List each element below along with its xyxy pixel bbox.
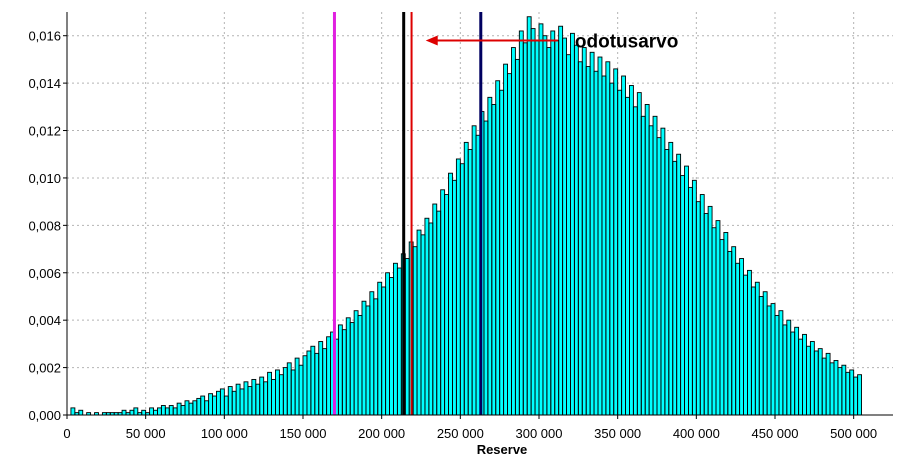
y-tick-label: 0,008 bbox=[28, 218, 61, 233]
axes bbox=[63, 12, 893, 419]
annotations: odotusarvo bbox=[425, 31, 678, 52]
y-tick-label: 0,002 bbox=[28, 361, 61, 376]
histogram-bars bbox=[70, 16, 862, 416]
x-tick-label: 100 000 bbox=[201, 426, 248, 441]
y-tick-label: 0,016 bbox=[28, 29, 61, 44]
x-tick-label: 400 000 bbox=[673, 426, 720, 441]
x-axis-title: Reserve bbox=[477, 442, 528, 457]
y-tick-label: 0,004 bbox=[28, 313, 61, 328]
histogram-fill bbox=[70, 16, 862, 415]
y-tick-label: 0,014 bbox=[28, 76, 61, 91]
x-tick-label: 150 000 bbox=[280, 426, 327, 441]
x-tick-label: 0 bbox=[63, 426, 70, 441]
annotation-arrow-head bbox=[425, 35, 438, 46]
y-tick-label: 0,010 bbox=[28, 171, 61, 186]
x-tick-label: 50 000 bbox=[126, 426, 166, 441]
y-tick-label: 0,012 bbox=[28, 124, 61, 139]
x-tick-label: 300 000 bbox=[516, 426, 563, 441]
x-tick-label: 500 000 bbox=[830, 426, 877, 441]
marker-lines bbox=[332, 12, 483, 415]
x-tick-label: 450 000 bbox=[752, 426, 799, 441]
annotation-label: odotusarvo bbox=[575, 31, 678, 52]
x-tick-label: 250 000 bbox=[437, 426, 484, 441]
x-tick-label: 200 000 bbox=[358, 426, 405, 441]
y-tick-labels: 0,000 0,002 0,004 0,006 0,008 0,010 0,012 0,014… bbox=[28, 29, 61, 423]
x-tick-labels: 0 50 000 100 000 150 000 200 000 250 000 300 0… bbox=[63, 426, 877, 441]
y-tick-label: 0,000 bbox=[28, 408, 61, 423]
x-tick-label: 350 000 bbox=[594, 426, 641, 441]
y-tick-label: 0,006 bbox=[28, 266, 61, 281]
